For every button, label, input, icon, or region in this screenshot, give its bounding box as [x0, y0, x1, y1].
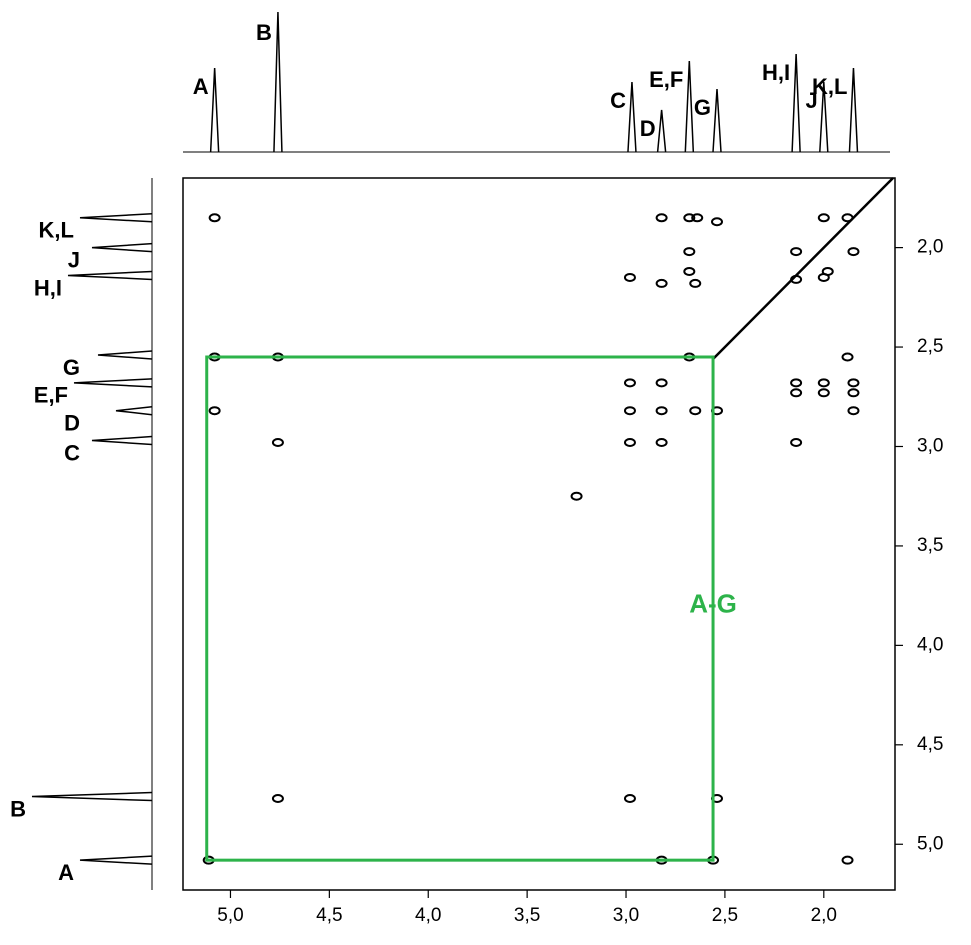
top-peak — [627, 81, 637, 153]
left-peak — [79, 213, 153, 223]
y-tick-label: 2,5 — [917, 336, 943, 357]
top-peak-label: B — [256, 20, 272, 45]
top-peak-label: A — [193, 74, 209, 99]
top-peak-label: H,I — [762, 60, 790, 85]
cross-peak — [655, 213, 668, 223]
cross-peak — [841, 352, 854, 362]
y-tick-label: 4,0 — [917, 634, 943, 655]
cross-peak — [847, 247, 860, 257]
cross-peak — [655, 406, 668, 416]
left-peak — [91, 435, 153, 446]
cross-peak — [623, 272, 636, 282]
cross-peak — [683, 213, 696, 223]
top-peak-label: E,F — [649, 67, 683, 92]
cross-peak — [655, 438, 668, 448]
left-peak-label: J — [68, 247, 80, 272]
left-peak-label: G — [63, 355, 80, 380]
cross-peak — [623, 794, 636, 804]
y-tick-label: 2,0 — [917, 237, 943, 258]
left-peak — [67, 270, 153, 281]
left-peak — [79, 855, 153, 865]
x-tick-label: 3,0 — [613, 905, 639, 926]
cross-peak — [655, 278, 668, 288]
y-tick-label: 3,5 — [917, 535, 943, 556]
left-peak-label: K,L — [39, 218, 74, 243]
top-peak — [848, 67, 859, 153]
cross-peak — [683, 247, 696, 257]
cross-peak — [841, 855, 854, 865]
y-tick-label: 4,5 — [917, 734, 943, 755]
cross-peak — [790, 388, 803, 398]
region-box — [205, 355, 715, 862]
top-peak — [273, 11, 283, 153]
left-peak-label: E,F — [34, 383, 68, 408]
top-peak-label: D — [640, 116, 656, 141]
cross-peak — [208, 406, 221, 416]
cross-peak — [570, 491, 583, 501]
cross-peak — [623, 378, 636, 388]
top-peak-label: G — [694, 95, 711, 120]
left-peak-label: D — [64, 411, 80, 436]
x-tick-label: 3,5 — [514, 905, 540, 926]
cross-peak — [817, 388, 830, 398]
x-tick-label: 5,0 — [217, 905, 243, 926]
top-peak — [209, 67, 220, 153]
cross-peak — [208, 213, 221, 223]
top-peak — [656, 109, 667, 153]
top-peak-label: K,L — [812, 74, 847, 99]
cross-peak — [817, 272, 830, 282]
left-peak — [31, 791, 153, 802]
x-tick-label: 4,0 — [415, 905, 441, 926]
x-tick-label: 4,5 — [316, 905, 342, 926]
cross-peak — [623, 406, 636, 416]
cross-peak — [790, 247, 803, 257]
cross-peak — [841, 213, 854, 223]
left-peak — [97, 350, 153, 360]
x-tick-label: 2,0 — [811, 905, 837, 926]
region-label: A-G — [689, 588, 737, 618]
cross-peak — [817, 378, 830, 388]
y-tick-label: 3,0 — [917, 436, 943, 457]
cross-peak — [691, 213, 704, 223]
cross-peak — [847, 378, 860, 388]
cross-peak — [790, 274, 803, 284]
cross-peak — [790, 438, 803, 448]
cross-peak — [817, 213, 830, 223]
cross-peak — [790, 378, 803, 388]
cross-peak — [689, 406, 702, 416]
cross-peak — [689, 278, 702, 288]
cross-peak — [847, 406, 860, 416]
left-peak-label: B — [10, 796, 26, 821]
cross-peak — [711, 217, 723, 227]
cross-peak — [847, 388, 860, 398]
top-peak-label: C — [610, 88, 626, 113]
left-peak-label: A — [58, 860, 74, 885]
cross-peak — [271, 794, 284, 804]
plot-frame — [182, 177, 896, 891]
cross-peak — [683, 266, 696, 276]
left-peak — [115, 405, 153, 416]
cross-peak — [655, 378, 668, 388]
top-peak-label: J — [806, 88, 818, 113]
left-peak — [91, 242, 153, 253]
cross-peak — [623, 438, 636, 448]
left-peak — [73, 378, 153, 388]
top-peak — [712, 88, 722, 153]
x-tick-label: 2,5 — [712, 905, 738, 926]
left-peak-label: C — [64, 440, 80, 465]
cross-peak — [271, 438, 284, 448]
top-peak — [684, 60, 695, 153]
diagonal — [712, 177, 894, 360]
y-tick-label: 5,0 — [917, 833, 943, 854]
left-peak-label: H,I — [34, 275, 62, 300]
top-peak — [819, 81, 829, 153]
top-peak — [791, 53, 801, 153]
